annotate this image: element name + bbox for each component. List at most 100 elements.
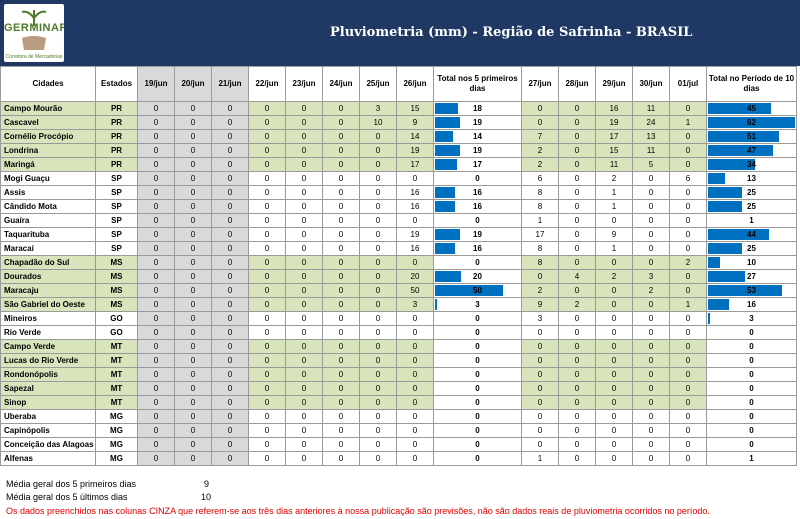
state-code: GO bbox=[95, 311, 138, 326]
rain-value: 0 bbox=[285, 437, 323, 452]
rain-value: 0 bbox=[558, 143, 596, 158]
state-code: PR bbox=[95, 129, 138, 144]
rain-value: 0 bbox=[285, 395, 323, 410]
rain-data-bar bbox=[708, 131, 780, 142]
rain-value: 0 bbox=[285, 129, 323, 144]
state-code: MT bbox=[95, 395, 138, 410]
rain-value: 0 bbox=[137, 395, 175, 410]
rain-value: 0 bbox=[174, 451, 212, 466]
rain-value: 0 bbox=[248, 199, 286, 214]
table-row: Rio Verde GO 0 0 0 0 0 0 0 0 0 0 0 0 0 0 0 bbox=[0, 325, 797, 340]
total-10-days-cell: 25 bbox=[706, 241, 797, 256]
table-row: Cândido Mota SP 0 0 0 0 0 0 0 16 16 8 0 1 0 0 25 bbox=[0, 199, 797, 214]
rain-value: 2 bbox=[595, 171, 633, 186]
rain-value: 0 bbox=[669, 451, 707, 466]
city-name: Mineiros bbox=[0, 311, 96, 326]
table-row: Cornélio Procópio PR 0 0 0 0 0 0 0 14 14 7 0 17 13 0 51 bbox=[0, 129, 797, 144]
rain-value: 0 bbox=[359, 367, 397, 382]
header-day: 25/jun bbox=[359, 66, 397, 102]
table-row: Campo Mourão PR 0 0 0 0 0 0 3 15 18 0 0 16 11 0 45 bbox=[0, 101, 797, 116]
rain-value: 0 bbox=[174, 171, 212, 186]
rain-value: 0 bbox=[322, 143, 360, 158]
table-row: Campo Verde MT 0 0 0 0 0 0 0 0 0 0 0 0 0 0 0 bbox=[0, 339, 797, 354]
rain-value: 16 bbox=[396, 185, 434, 200]
rain-value: 0 bbox=[174, 395, 212, 410]
rain-value: 0 bbox=[248, 311, 286, 326]
rain-value: 1 bbox=[595, 185, 633, 200]
rain-value: 0 bbox=[285, 325, 323, 340]
header-day: 26/jun bbox=[396, 66, 434, 102]
rain-value: 0 bbox=[632, 241, 670, 256]
rain-value: 0 bbox=[322, 269, 360, 284]
total-value: 47 bbox=[747, 146, 756, 155]
table-body: Campo Mourão PR 0 0 0 0 0 0 3 15 18 0 0 16 11 0 45 Cascav… bbox=[0, 101, 797, 466]
total-5-first-cell: 0 bbox=[433, 395, 522, 410]
rain-value: 0 bbox=[248, 353, 286, 368]
rain-value: 0 bbox=[322, 339, 360, 354]
rain-value: 0 bbox=[137, 381, 175, 396]
rain-value: 0 bbox=[137, 241, 175, 256]
total-10-days-cell: 0 bbox=[706, 339, 797, 354]
city-name: Lucas do Rio Verde bbox=[0, 353, 96, 368]
rain-data-bar bbox=[435, 285, 504, 296]
rain-value: 0 bbox=[174, 213, 212, 228]
total-10-days-cell: 34 bbox=[706, 157, 797, 172]
total-5-first-cell: 16 bbox=[433, 199, 522, 214]
total-value: 14 bbox=[473, 132, 482, 141]
rain-value: 0 bbox=[211, 241, 249, 256]
rain-value: 0 bbox=[359, 129, 397, 144]
rain-value: 50 bbox=[396, 283, 434, 298]
total-value: 20 bbox=[473, 272, 482, 281]
rain-data-bar bbox=[708, 173, 725, 184]
total-10-days-cell: 53 bbox=[706, 283, 797, 298]
rain-value: 0 bbox=[248, 143, 286, 158]
rain-value: 0 bbox=[285, 227, 323, 242]
rain-value: 0 bbox=[396, 367, 434, 382]
rain-value: 0 bbox=[211, 311, 249, 326]
table-row: Londrina PR 0 0 0 0 0 0 0 19 19 2 0 15 11 0 47 bbox=[0, 143, 797, 158]
rain-value: 0 bbox=[174, 101, 212, 116]
total-10-days-cell: 0 bbox=[706, 325, 797, 340]
rain-value: 0 bbox=[558, 185, 596, 200]
rain-value: 11 bbox=[632, 101, 670, 116]
rain-value: 0 bbox=[285, 283, 323, 298]
rain-value: 2 bbox=[595, 269, 633, 284]
rain-value: 0 bbox=[669, 339, 707, 354]
total-10-days-cell: 16 bbox=[706, 297, 797, 312]
rain-value: 0 bbox=[595, 423, 633, 438]
total-value: 44 bbox=[747, 230, 756, 239]
rain-value: 0 bbox=[359, 353, 397, 368]
rain-value: 0 bbox=[595, 255, 633, 270]
rain-value: 0 bbox=[669, 395, 707, 410]
rain-value: 0 bbox=[174, 381, 212, 396]
rain-value: 0 bbox=[359, 325, 397, 340]
rain-value: 0 bbox=[359, 171, 397, 186]
city-name: Maracaju bbox=[0, 283, 96, 298]
rain-value: 0 bbox=[248, 227, 286, 242]
table-row: Capinópolis MG 0 0 0 0 0 0 0 0 0 0 0 0 0 0 0 bbox=[0, 423, 797, 438]
total-value: 1 bbox=[749, 216, 754, 225]
rain-value: 0 bbox=[137, 213, 175, 228]
rain-value: 0 bbox=[137, 171, 175, 186]
rain-value: 0 bbox=[359, 395, 397, 410]
state-code: MG bbox=[95, 437, 138, 452]
total-value: 0 bbox=[475, 258, 480, 267]
header-day: 28/jun bbox=[558, 66, 596, 102]
total-value: 16 bbox=[747, 300, 756, 309]
rain-value: 0 bbox=[359, 185, 397, 200]
rain-value: 0 bbox=[396, 437, 434, 452]
rain-value: 0 bbox=[669, 199, 707, 214]
total-value: 53 bbox=[747, 286, 756, 295]
rain-value: 0 bbox=[174, 269, 212, 284]
rain-value: 0 bbox=[359, 269, 397, 284]
rain-value: 0 bbox=[669, 311, 707, 326]
rain-value: 0 bbox=[558, 353, 596, 368]
rain-value: 0 bbox=[248, 367, 286, 382]
state-code: PR bbox=[95, 101, 138, 116]
rain-value: 0 bbox=[285, 241, 323, 256]
state-code: SP bbox=[95, 171, 138, 186]
rain-value: 4 bbox=[558, 269, 596, 284]
rain-value: 0 bbox=[521, 423, 559, 438]
rain-value: 0 bbox=[632, 171, 670, 186]
rain-value: 0 bbox=[285, 255, 323, 270]
